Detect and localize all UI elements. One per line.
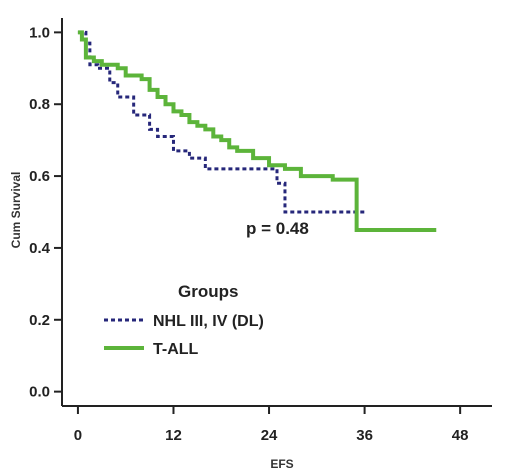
- x-axis-title: EFS: [270, 457, 293, 471]
- y-tick-label: 0.0: [29, 384, 50, 401]
- x-tick-label: 48: [452, 427, 469, 444]
- legend-title: Groups: [178, 282, 238, 301]
- x-tick-label: 24: [261, 427, 278, 444]
- y-axis-ticks: 0.0 0.2 0.4 0.6 0.8 1.0: [29, 24, 62, 401]
- y-tick-label: 0.6: [29, 168, 50, 185]
- x-tick-label: 36: [356, 427, 373, 444]
- y-tick-label: 0.4: [29, 240, 51, 257]
- p-value-annotation: p = 0.48: [246, 219, 309, 238]
- legend-label-nhl: NHL III, IV (DL): [153, 313, 264, 330]
- series-line-tall: [77, 30, 437, 232]
- y-tick-label: 0.2: [29, 312, 50, 329]
- x-tick-label: 12: [165, 427, 182, 444]
- series-group: [77, 30, 437, 232]
- y-tick-label: 0.8: [29, 96, 50, 113]
- y-axis-title: Cum Survival: [9, 172, 23, 249]
- y-tick-label: 1.0: [29, 24, 50, 41]
- series-line-nhl: [77, 30, 365, 214]
- legend: Groups NHL III, IV (DL) T-ALL: [104, 282, 264, 358]
- x-tick-label: 0: [74, 427, 82, 444]
- legend-label-tall: T-ALL: [153, 341, 199, 358]
- x-axis-ticks: 0 12 24 36 48: [74, 406, 469, 444]
